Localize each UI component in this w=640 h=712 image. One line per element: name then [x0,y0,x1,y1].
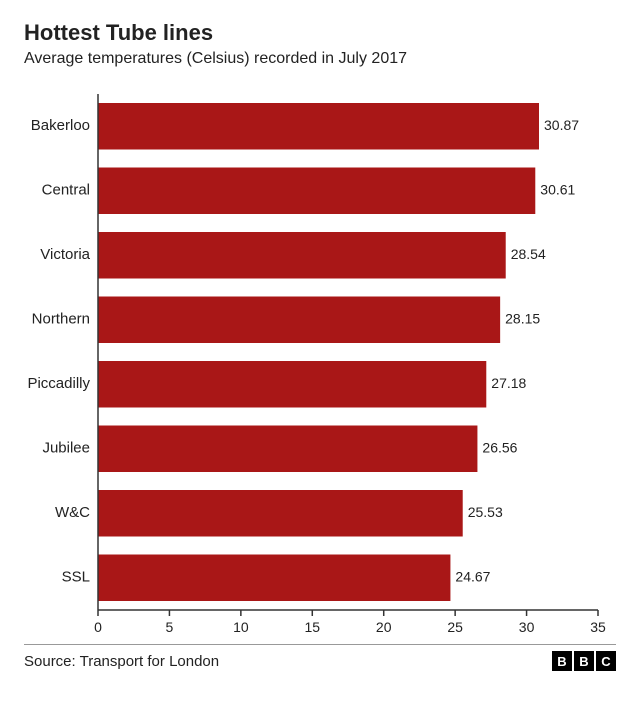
bar [98,168,535,215]
bar-value-label: 30.61 [540,181,575,197]
bar [98,232,506,279]
category-label: Central [42,182,90,199]
bar [98,297,500,344]
bar [98,361,486,408]
bar-value-label: 26.56 [482,439,517,455]
bar [98,555,450,602]
x-tick-label: 20 [376,619,392,635]
bbc-logo: B B C [552,651,616,671]
bar-value-label: 25.53 [468,504,503,520]
bar-value-label: 27.18 [491,375,526,391]
category-label: W&C [55,504,90,521]
footer: Source: Transport for London B B C [24,645,616,671]
bbc-logo-c: C [596,651,616,671]
x-tick-label: 25 [447,619,463,635]
x-tick-label: 10 [233,619,249,635]
x-tick-label: 5 [166,619,174,635]
x-tick-label: 35 [590,619,606,635]
bar-value-label: 28.15 [505,310,540,326]
bar-value-label: 24.67 [455,568,490,584]
category-label: Jubilee [42,440,90,457]
bar [98,426,477,473]
bbc-logo-b2: B [574,651,594,671]
category-label: Bakerloo [31,117,90,134]
chart-card: Hottest Tube lines Average temperatures … [0,0,640,712]
x-tick-label: 0 [94,619,102,635]
chart-area: 30.87 Bakerloo 30.61 Central 28.54 Victoria 28… [24,86,616,644]
category-label: Piccadilly [27,375,90,392]
chart-title: Hottest Tube lines [24,20,616,46]
category-label: Northern [32,311,90,328]
bar-chart: 30.87 Bakerloo 30.61 Central 28.54 Victoria 28… [24,86,616,644]
category-label: SSL [62,569,90,586]
x-tick-label: 30 [519,619,535,635]
bar [98,103,539,150]
source-label: Source: Transport for London [24,653,219,670]
bar-value-label: 30.87 [544,117,579,133]
x-tick-label: 15 [304,619,320,635]
bbc-logo-b1: B [552,651,572,671]
chart-subtitle: Average temperatures (Celsius) recorded … [24,50,616,68]
bar [98,490,463,537]
category-label: Victoria [40,246,90,263]
bar-value-label: 28.54 [511,246,546,262]
